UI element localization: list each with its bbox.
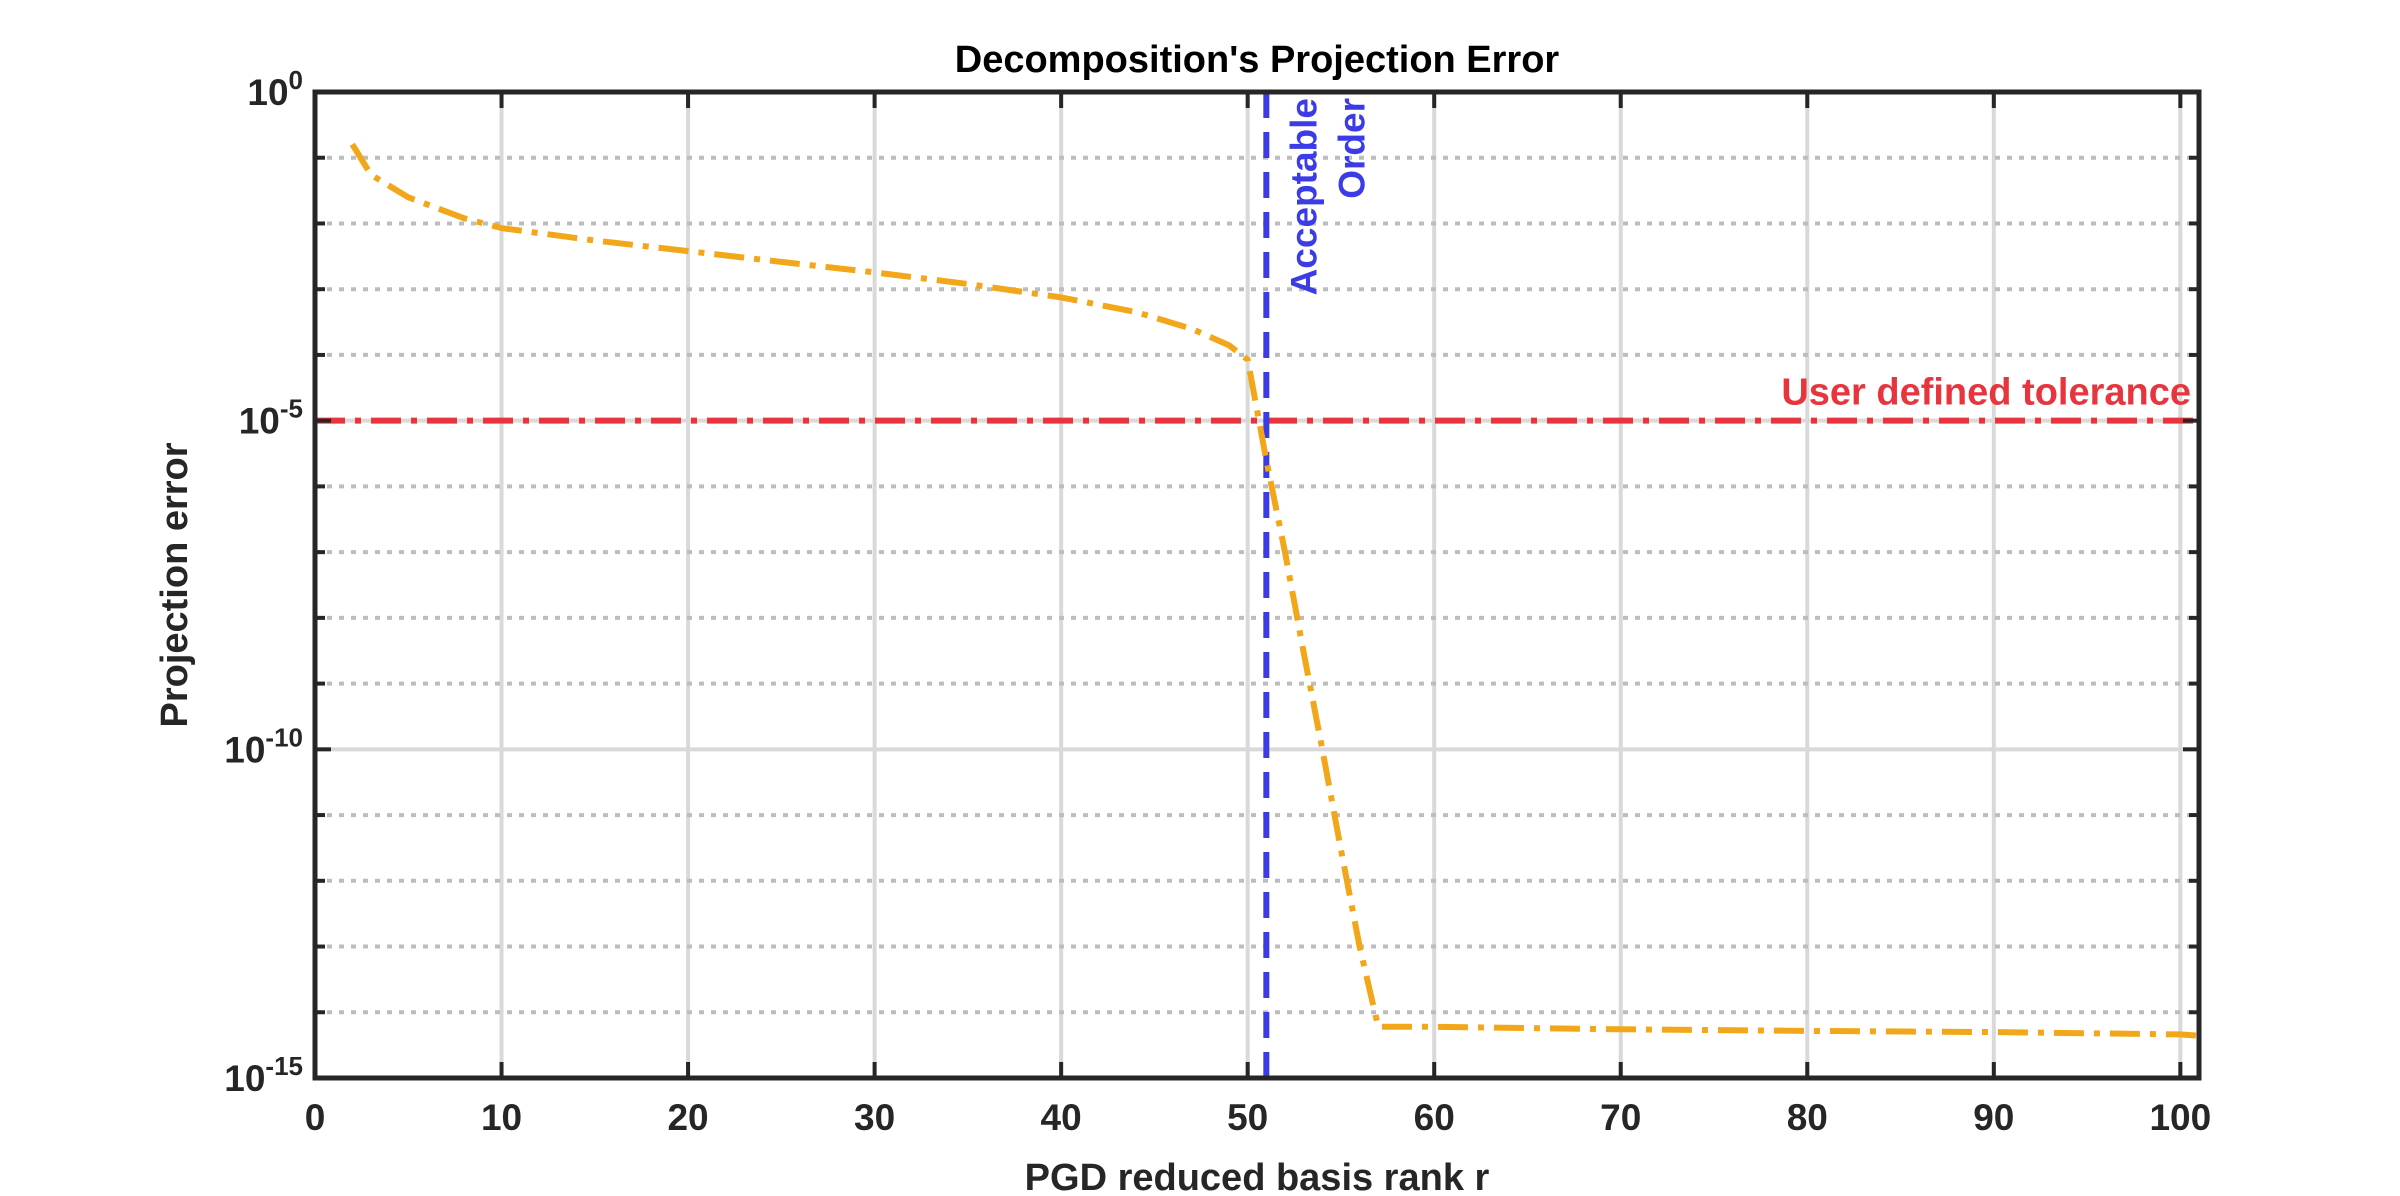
- tick-marks: [313, 90, 2199, 1080]
- chart-title: Decomposition's Projection Error: [955, 39, 1560, 81]
- x-tick-label: 90: [1973, 1097, 2014, 1138]
- x-tick-label: 20: [667, 1097, 708, 1138]
- projection-error-series: [349, 142, 2200, 1039]
- series-layer: [349, 142, 2200, 1039]
- x-tick-label: 70: [1600, 1097, 1641, 1138]
- y-tick-label: 10-15: [224, 1051, 303, 1099]
- x-axis-label: PGD reduced basis rank r: [1025, 1157, 1490, 1196]
- x-tick-label: 50: [1227, 1097, 1268, 1138]
- y-tick-label: 10-5: [239, 394, 303, 442]
- x-tick-label: 30: [854, 1097, 895, 1138]
- x-tick-label: 0: [305, 1097, 326, 1138]
- y-axis-label: Projection error: [154, 442, 196, 727]
- acceptable-order-label: Order: [1331, 98, 1372, 199]
- x-tick-label: 80: [1787, 1097, 1828, 1138]
- y-tick-label: 100: [247, 65, 303, 113]
- tolerance-label: User defined tolerance: [1781, 372, 2191, 414]
- x-tick-label: 10: [481, 1097, 522, 1138]
- y-tick-label: 10-10: [224, 722, 303, 770]
- plot-area: [315, 92, 2199, 1078]
- x-tick-label: 40: [1041, 1097, 1082, 1138]
- axes-box: [312, 89, 2202, 1081]
- x-tick-label: 60: [1414, 1097, 1455, 1138]
- reference-lines: User defined tolerance Acceptable Order: [315, 92, 2199, 1078]
- acceptable-order-label: Acceptable: [1283, 98, 1324, 295]
- x-tick-label: 100: [2149, 1097, 2211, 1138]
- tick-labels: 0 10 20 30 40 50 60 70 80 90 100 100 10-5 10-10 10-15: [224, 65, 2211, 1138]
